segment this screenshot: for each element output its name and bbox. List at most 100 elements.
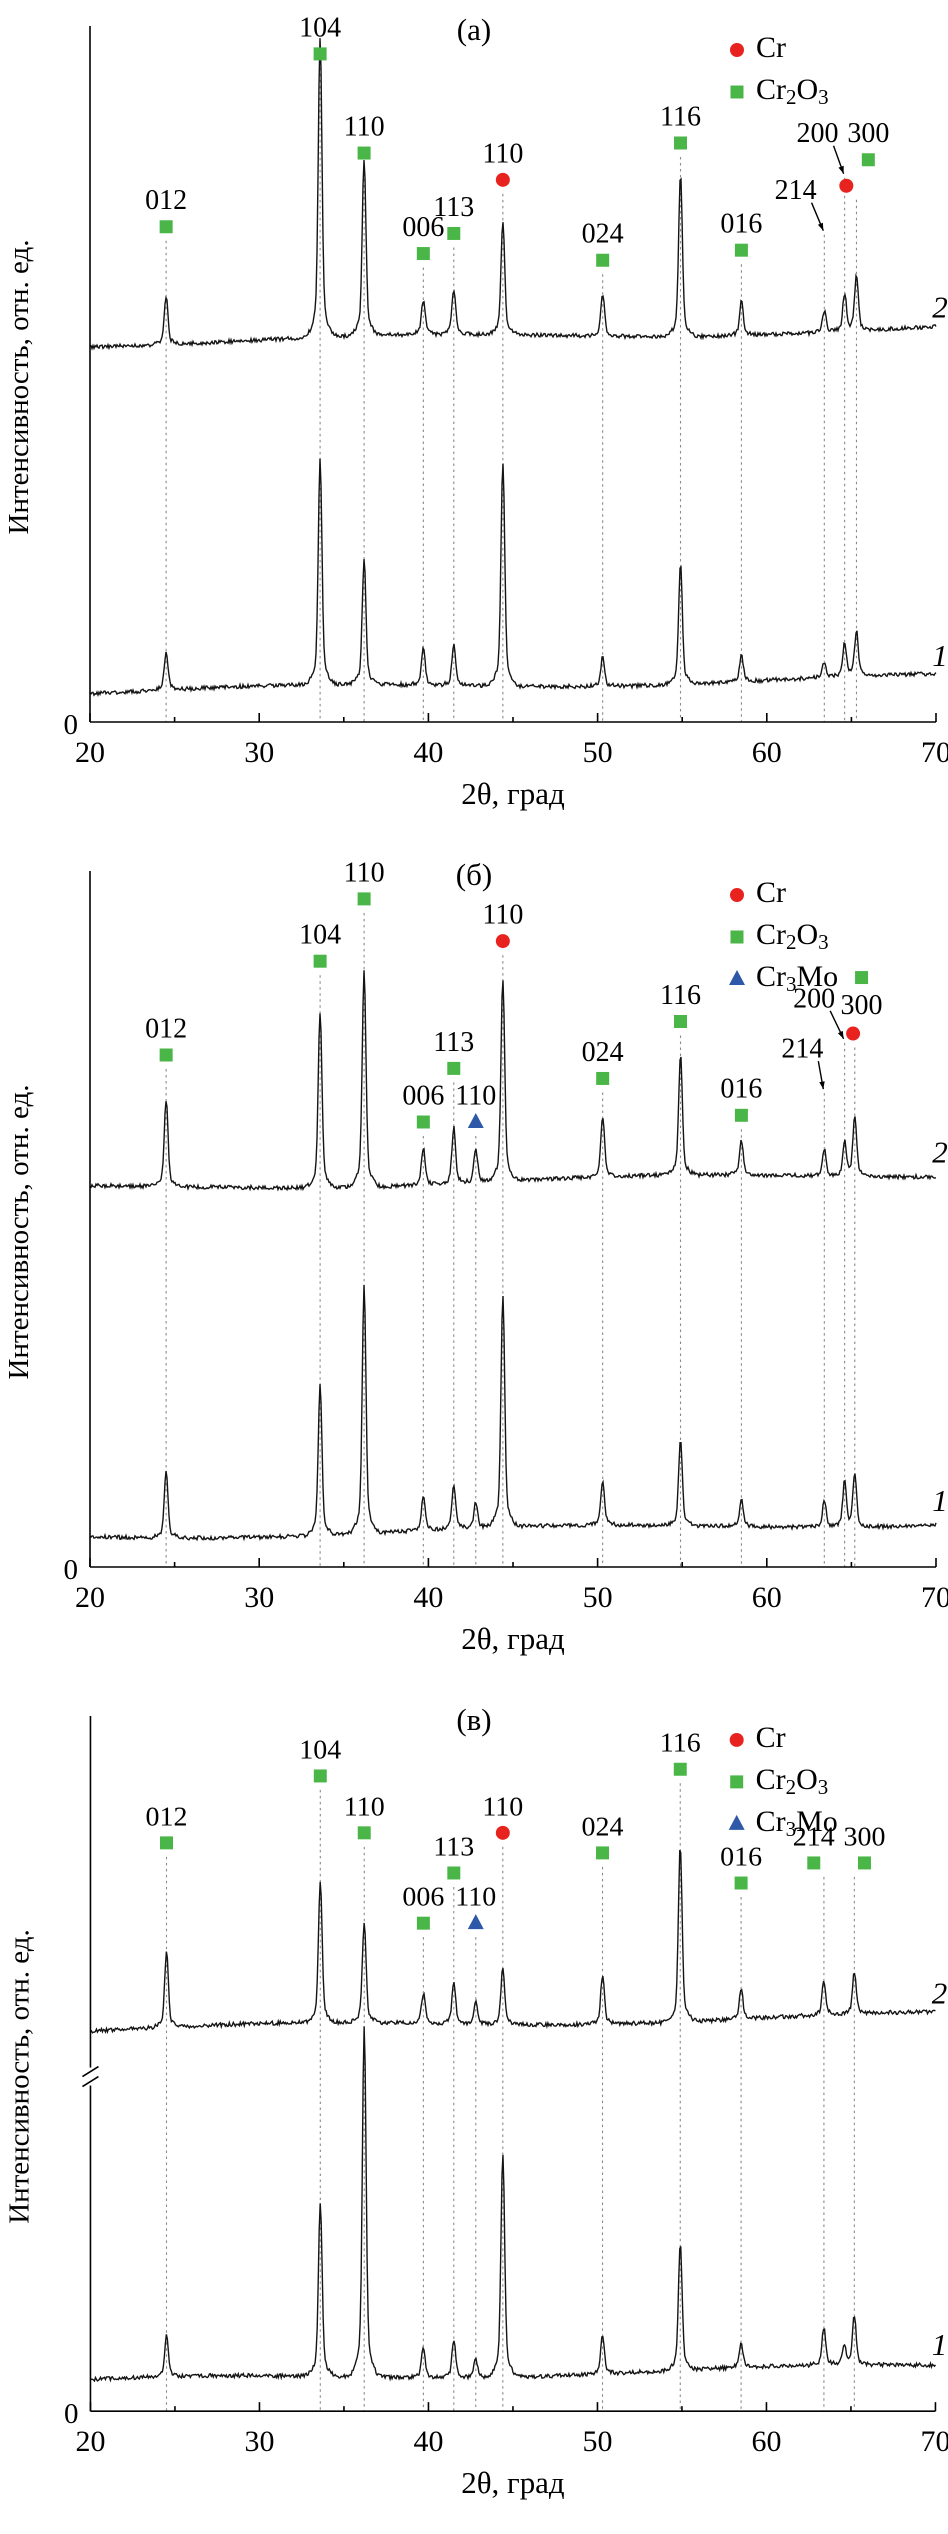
cr3mo-triangle-marker: [467, 1914, 484, 1930]
panel-b-plot: 2 1 20 30 40 50 60 70 0 2θ, град Интенсивность, от…: [0, 845, 948, 1690]
cr2o3-square-marker: [313, 954, 327, 968]
peak-annotation-024-6: 024: [582, 219, 624, 267]
peak-annotation-110-2: 110: [344, 1791, 385, 1840]
y-axis-label: Интенсивность, отн. ед.: [3, 240, 35, 535]
svg-text:50: 50: [583, 736, 613, 769]
plot-background: [0, 1690, 948, 2534]
peak-annotation-012-0: 012: [145, 185, 187, 234]
peak-label: 214: [793, 1821, 835, 1852]
peak-label: 016: [720, 1841, 762, 1872]
peak-label: 110: [344, 111, 385, 142]
axes: [89, 871, 937, 1568]
peak-label: 113: [433, 192, 474, 223]
curve-number-2: 2: [932, 289, 948, 324]
cr2o3-square-marker: [596, 1071, 610, 1085]
peak-label: 006: [402, 1080, 444, 1111]
legend-label-cr: Cr: [756, 1721, 786, 1754]
peak-annotation-214-11: 214: [781, 1034, 825, 1090]
x-axis-label: 2θ, град: [461, 776, 565, 811]
peak-label: 006: [402, 212, 444, 243]
y-origin-label: 0: [64, 709, 79, 741]
cr2o3-square-marker: [807, 1856, 821, 1870]
peak-label: 214: [781, 1034, 823, 1065]
cr-circle-marker: [495, 934, 510, 949]
svg-text:70: 70: [921, 736, 948, 769]
x-tick-labels: 20 30 40 50 60 70: [75, 2425, 948, 2458]
peak-annotation-024-7: 024: [582, 1811, 624, 1860]
arrow-head: [819, 1081, 825, 1090]
svg-text:40: 40: [413, 736, 443, 769]
y-origin-label: 0: [64, 1554, 79, 1586]
arrow-head: [817, 222, 824, 231]
peak-label: 200: [797, 118, 839, 149]
diffraction-curve-1: [89, 1284, 937, 1542]
panel-v: 2 1 20 30 40 50 60 70 0 2θ, град Интенсивность, от…: [0, 1690, 948, 2534]
cr2o3-square-marker: [447, 226, 461, 240]
svg-text:70: 70: [921, 1581, 948, 1614]
cr2o3-square-marker: [673, 1762, 687, 1776]
peak-label: 110: [455, 1080, 496, 1111]
peak-annotation-116-8: 116: [660, 1728, 701, 1776]
peak-annotation-113-4: 113: [433, 1831, 474, 1880]
peak-label: 300: [844, 1821, 886, 1852]
peak-annotation-110-6: 110: [482, 1791, 523, 1840]
peak-annotation-214-10: 214: [793, 1821, 835, 1870]
svg-text:50: 50: [582, 2425, 612, 2458]
cr2o3-square-marker: [416, 1916, 430, 1930]
curve-number-2: 2: [932, 1976, 947, 2011]
cr2o3-square-marker: [416, 1115, 430, 1129]
curve-number-1: 1: [932, 1483, 948, 1518]
cr2o3-square-marker: [447, 1061, 461, 1075]
peak-annotation-006-3: 006: [402, 212, 444, 261]
y-axis-label: Интенсивность, отн. ед.: [4, 1929, 36, 2223]
legend: Cr Cr2O3 Cr3Mo: [729, 876, 838, 996]
cr2o3-square-marker: [159, 220, 173, 234]
peak-label: 110: [455, 1882, 496, 1913]
peak-label: 024: [582, 219, 624, 250]
cr-circle-marker: [495, 1825, 510, 1840]
cr-circle-marker: [846, 1026, 861, 1041]
cr2o3-square-marker: [357, 1826, 371, 1840]
peak-annotation-110-5: 110: [455, 1882, 496, 1930]
peak-label: 116: [660, 1728, 701, 1759]
peak-annotation-016-9: 016: [720, 1074, 762, 1122]
svg-text:60: 60: [751, 2425, 781, 2458]
cr2o3-square-marker: [730, 1775, 744, 1789]
diffraction-curve-1: [90, 2026, 937, 2383]
peak-label: 024: [582, 1811, 624, 1842]
diffraction-curve-1: [89, 458, 937, 697]
cr2o3-square-marker: [313, 1769, 327, 1783]
cr2o3-square-marker: [674, 136, 688, 150]
svg-text:50: 50: [583, 1581, 613, 1614]
peak-label: 016: [720, 1074, 762, 1105]
peak-annotation-214-9: 214: [775, 175, 824, 231]
plot-background: [0, 0, 948, 845]
axes: [89, 1715, 937, 2412]
cr3mo-triangle-marker: [729, 970, 745, 985]
x-tick-labels: 20 30 40 50 60 70: [75, 736, 948, 769]
peak-label: 116: [660, 980, 701, 1011]
legend-label-cr3mo: Cr3Mo: [756, 1805, 838, 1841]
cr2o3-square-marker: [447, 1866, 461, 1880]
cr2o3-square-marker: [730, 930, 744, 944]
cr-circle-marker: [730, 43, 744, 57]
svg-text:20: 20: [75, 1581, 105, 1614]
y-axis-break: [84, 2067, 97, 2086]
legend-label-cr2o3: Cr2O3: [756, 73, 829, 109]
cr-circle-marker: [839, 178, 854, 193]
cr2o3-square-marker: [857, 1856, 871, 1870]
curve-number-1: 1: [932, 2327, 947, 2362]
peak-label: 012: [145, 185, 187, 216]
cr2o3-square-marker: [357, 146, 371, 160]
peak-annotation-110-5: 110: [455, 1080, 496, 1128]
peak-label: 012: [145, 1013, 187, 1044]
peak-annotation-113-4: 113: [433, 1027, 474, 1075]
peak-annotation-012-0: 012: [146, 1801, 187, 1850]
x-axis-label: 2θ, град: [461, 2465, 565, 2500]
cr2o3-square-marker: [734, 1108, 748, 1122]
cr2o3-square-marker: [734, 243, 748, 257]
peak-label: 016: [720, 209, 762, 240]
peak-label: 104: [299, 12, 341, 43]
peak-annotation-024-7: 024: [582, 1037, 624, 1085]
